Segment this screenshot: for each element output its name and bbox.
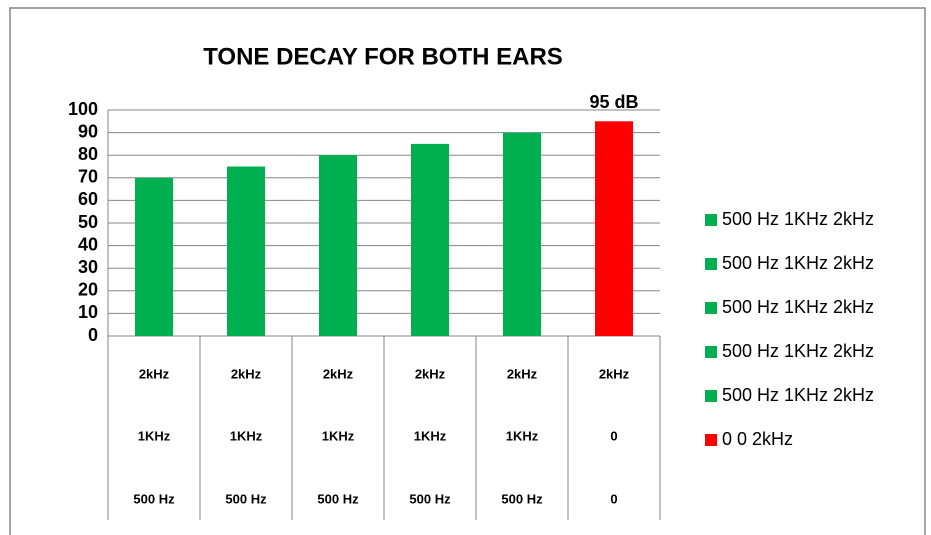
x-tick-label: 500 Hz	[225, 491, 267, 506]
y-tick-label: 100	[68, 99, 98, 119]
y-tick-label: 20	[78, 280, 98, 300]
y-tick-label: 70	[78, 167, 98, 187]
legend-swatch	[705, 390, 717, 402]
y-tick-label: 0	[88, 325, 98, 345]
x-tick-label: 500 Hz	[501, 491, 543, 506]
x-tick-label: 500 Hz	[133, 491, 175, 506]
bar	[411, 143, 449, 336]
y-tick-label: 90	[78, 121, 98, 141]
legend-swatch	[705, 214, 717, 226]
x-tick-label: 2kHz	[323, 366, 354, 381]
legend-swatch	[705, 302, 717, 314]
bar	[503, 132, 541, 336]
data-label: 95 dB	[589, 92, 638, 112]
legend-label: 500 Hz 1KHz 2kHz	[722, 297, 874, 317]
legend-label: 500 Hz 1KHz 2kHz	[722, 253, 874, 273]
x-tick-label: 0	[610, 491, 617, 506]
y-tick-label: 50	[78, 212, 98, 232]
x-tick-label: 2kHz	[139, 366, 170, 381]
x-tick-label: 1KHz	[322, 428, 355, 443]
x-tick-label: 1KHz	[506, 428, 539, 443]
y-tick-label: 40	[78, 234, 98, 254]
y-tick-label: 30	[78, 257, 98, 277]
legend-swatch	[705, 434, 717, 446]
legend-swatch	[705, 346, 717, 358]
y-tick-label: 60	[78, 189, 98, 209]
legend-label: 500 Hz 1KHz 2kHz	[722, 385, 874, 405]
bar	[595, 121, 633, 336]
x-tick-label: 2kHz	[231, 366, 262, 381]
legend-label: 500 Hz 1KHz 2kHz	[722, 341, 874, 361]
bar	[135, 177, 173, 336]
bar	[227, 166, 265, 336]
x-tick-label: 500 Hz	[409, 491, 451, 506]
legend-label: 0 0 2kHz	[722, 429, 793, 449]
x-tick-label: 1KHz	[230, 428, 263, 443]
bar	[319, 155, 357, 336]
x-tick-label: 2kHz	[599, 366, 630, 381]
x-tick-label: 2kHz	[415, 366, 446, 381]
x-tick-label: 1KHz	[414, 428, 447, 443]
x-tick-label: 500 Hz	[317, 491, 359, 506]
x-tick-label: 0	[610, 428, 617, 443]
y-tick-label: 80	[78, 144, 98, 164]
legend-swatch	[705, 258, 717, 270]
legend-label: 500 Hz 1KHz 2kHz	[722, 209, 874, 229]
y-tick-label: 10	[78, 302, 98, 322]
x-tick-label: 1KHz	[138, 428, 171, 443]
chart-title: TONE DECAY FOR BOTH EARS	[203, 43, 563, 70]
x-tick-label: 2kHz	[507, 366, 538, 381]
